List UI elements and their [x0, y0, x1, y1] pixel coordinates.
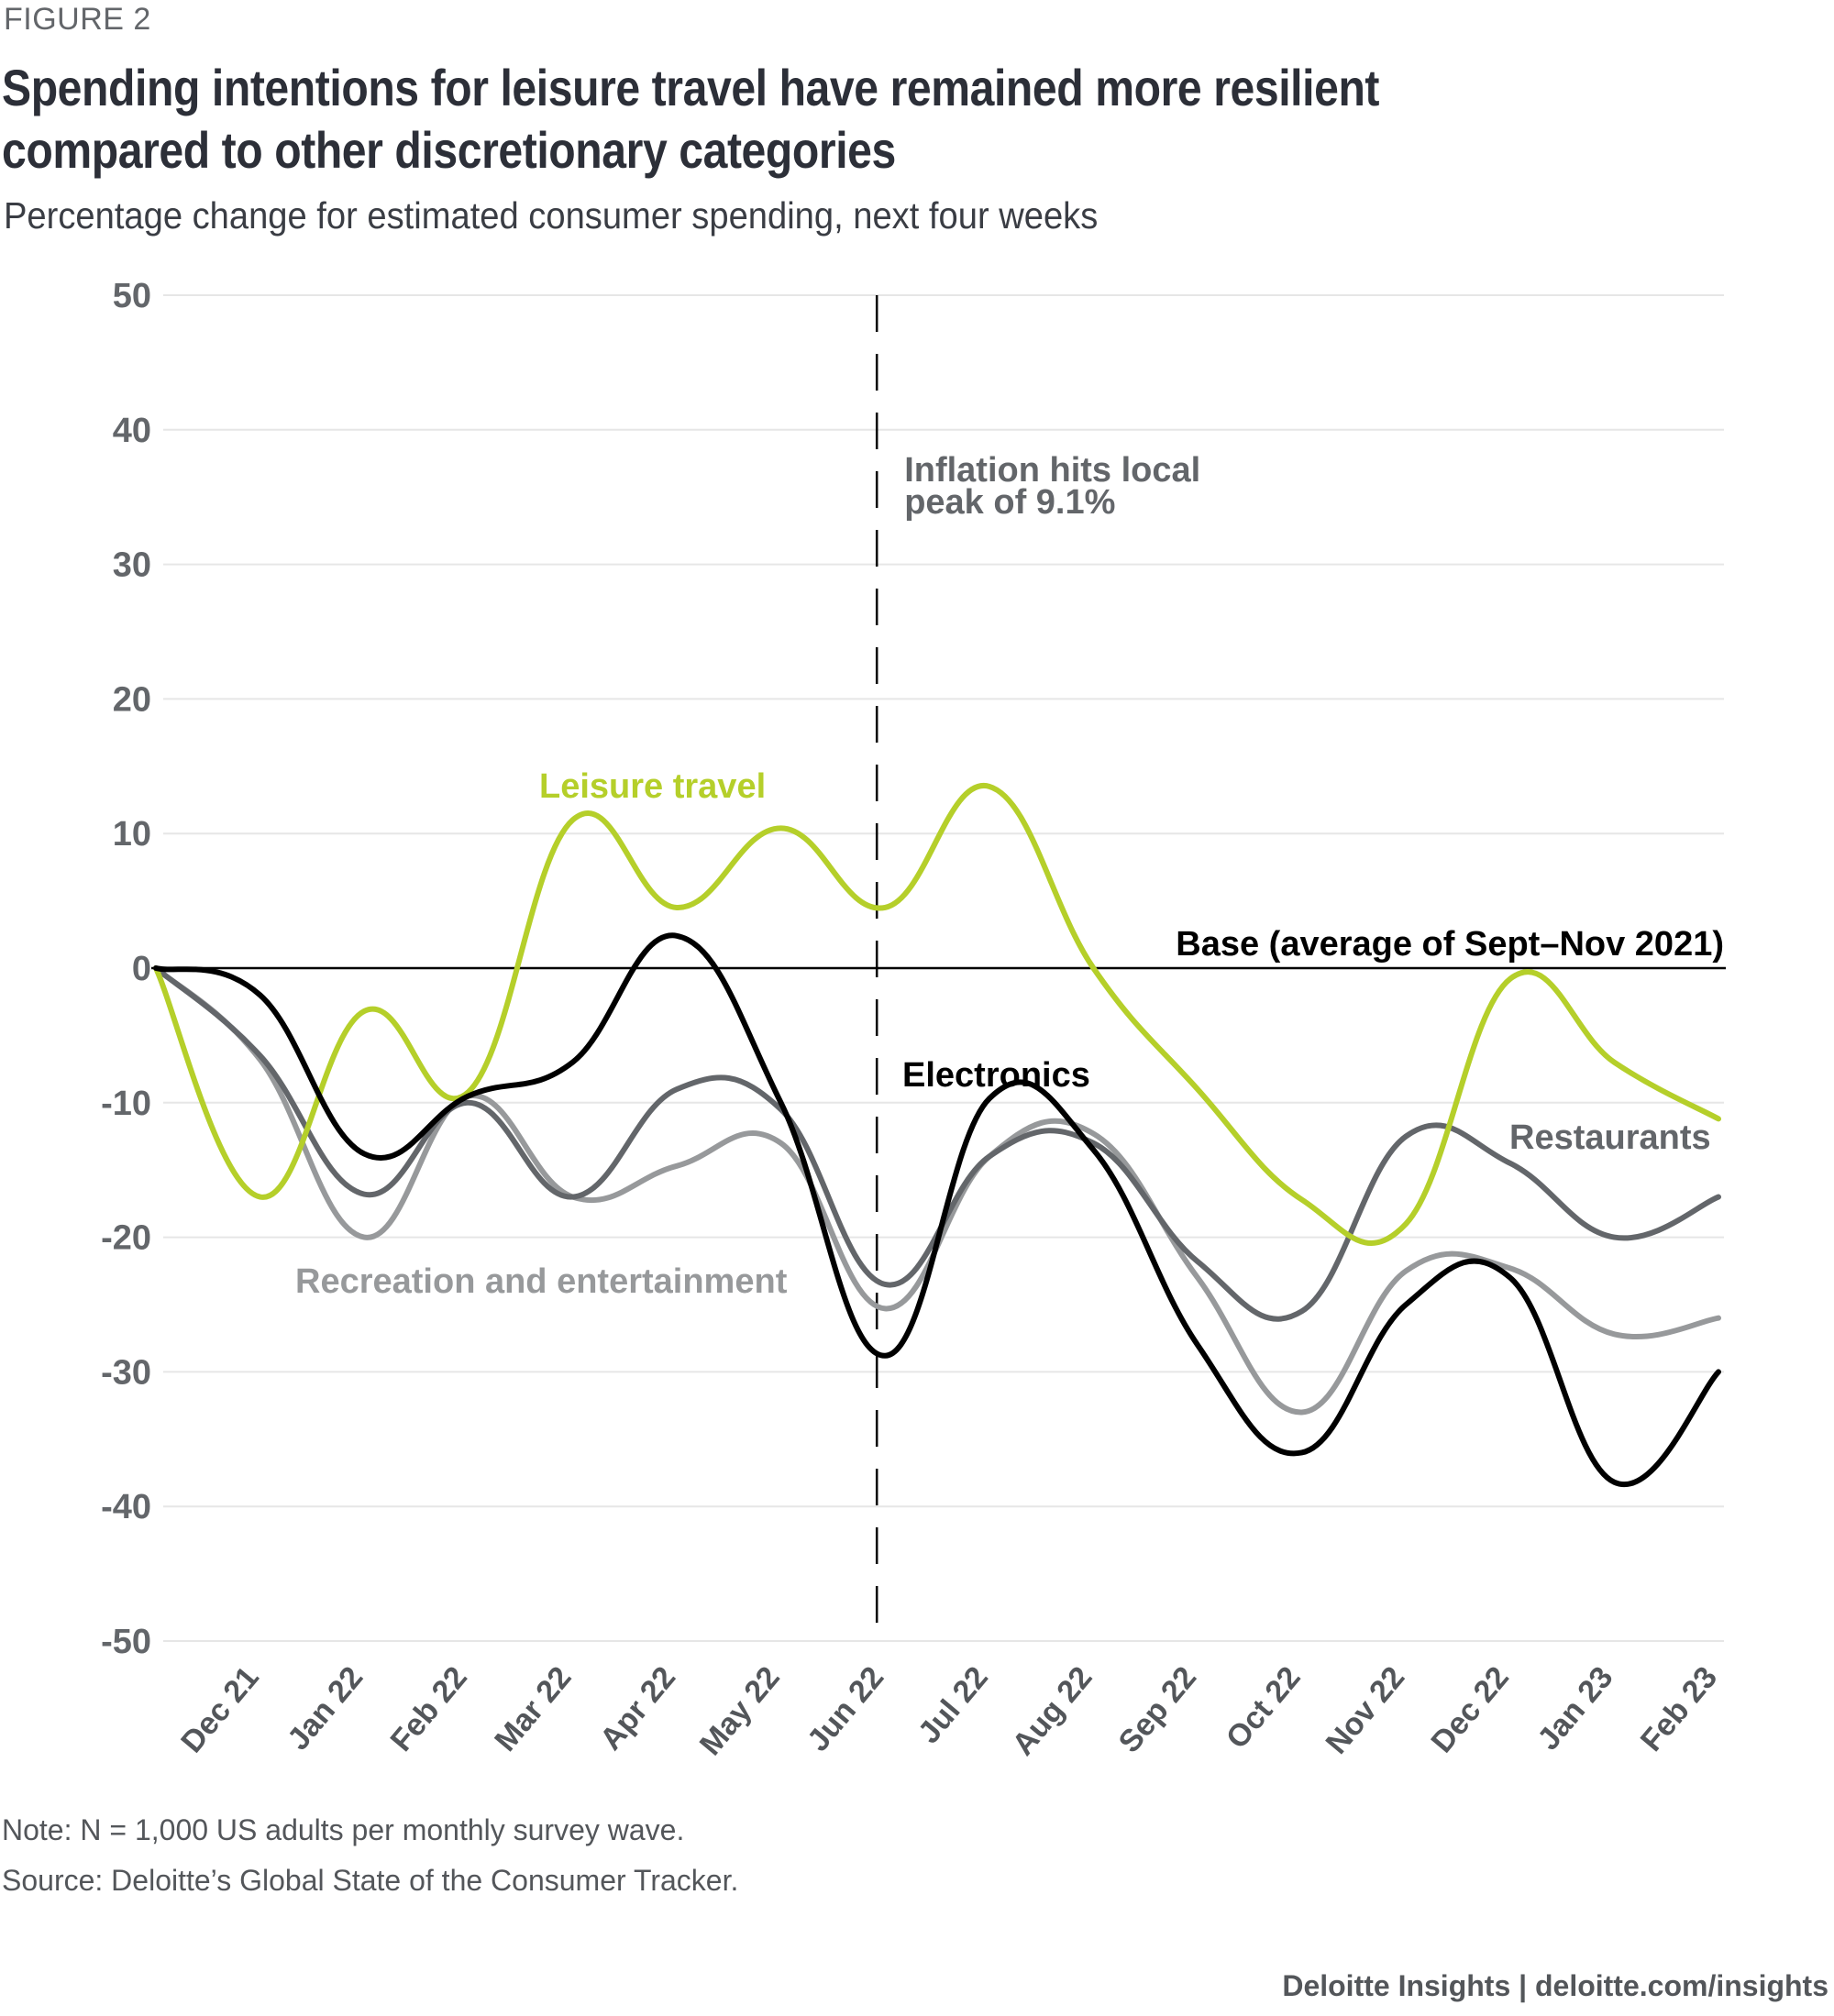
x-tick-label: Feb 22 — [384, 1660, 474, 1758]
x-tick-label: Dec 22 — [1424, 1660, 1516, 1759]
y-tick-label: -40 — [101, 1488, 151, 1526]
y-tick-label: 50 — [113, 277, 151, 315]
y-tick-label: -30 — [101, 1353, 151, 1392]
x-tick-label: Jan 23 — [1530, 1660, 1619, 1757]
x-tick-label: Jun 22 — [801, 1660, 890, 1758]
x-tick-label: Aug 22 — [1006, 1660, 1099, 1762]
y-tick-label: 30 — [113, 546, 151, 585]
x-tick-label: Mar 22 — [488, 1660, 578, 1758]
chart-subtitle: Percentage change for estimated consumer… — [4, 194, 1099, 237]
y-tick-label: 20 — [113, 680, 151, 719]
x-tick-label: Jul 22 — [911, 1660, 995, 1750]
y-tick-label: 40 — [113, 412, 151, 450]
x-tick-label: Dec 21 — [174, 1660, 266, 1759]
y-tick-label: -20 — [101, 1219, 151, 1258]
x-axis-ticks: Dec 21 Jan 22 Feb 22 Mar 22 Apr 22 May 22 Jun … — [174, 1660, 1724, 1762]
recreation-label: Recreation and entertainment — [295, 1262, 788, 1301]
inflation-annotation-line-1: Inflation hits local — [904, 451, 1200, 490]
x-tick-label: May 22 — [693, 1660, 787, 1762]
series-line-electronics — [153, 932, 1721, 1488]
base-line-label: Base (average of Sept–Nov 2021) — [1176, 925, 1724, 964]
x-tick-label: Nov 22 — [1320, 1660, 1412, 1761]
y-tick-label: -50 — [101, 1623, 151, 1661]
y-axis-ticks: 50 40 30 20 10 0 -10 -20 -30 -40 -50 — [101, 277, 151, 1661]
x-tick-label: Feb 23 — [1634, 1660, 1724, 1758]
figure-label: FIGURE 2 — [4, 2, 151, 37]
chart-note: Note: N = 1,000 US adults per monthly su… — [2, 1813, 685, 1846]
inflation-annotation: Inflation hits local peak of 9.1% — [904, 451, 1210, 522]
series-line-leisure-travel — [153, 783, 1721, 1246]
x-tick-label: Apr 22 — [593, 1660, 682, 1757]
gridlines — [163, 294, 1724, 1642]
chart-title: Spending intentions for leisure travel h… — [2, 59, 1380, 179]
y-tick-label: 0 — [132, 950, 151, 988]
y-tick-label: -10 — [101, 1085, 151, 1123]
inflation-annotation-line-2: peak of 9.1% — [904, 483, 1115, 522]
series-line-recreation-and-entertainment — [153, 965, 1721, 1416]
x-tick-label: Jan 22 — [281, 1660, 370, 1757]
leisure-travel-label: Leisure travel — [539, 767, 766, 806]
publisher-credit: Deloitte Insights | deloitte.com/insight… — [1282, 1969, 1828, 2002]
electronics-label: Electronics — [902, 1056, 1090, 1095]
restaurants-label: Restaurants — [1509, 1118, 1711, 1157]
series-line-restaurants — [153, 965, 1721, 1322]
x-tick-label: Oct 22 — [1220, 1660, 1308, 1756]
series-lines — [153, 783, 1721, 1488]
x-tick-label: Sep 22 — [1112, 1660, 1204, 1759]
chart-source: Source: Deloitte’s Global State of the C… — [2, 1864, 739, 1897]
y-tick-label: 10 — [113, 815, 151, 854]
